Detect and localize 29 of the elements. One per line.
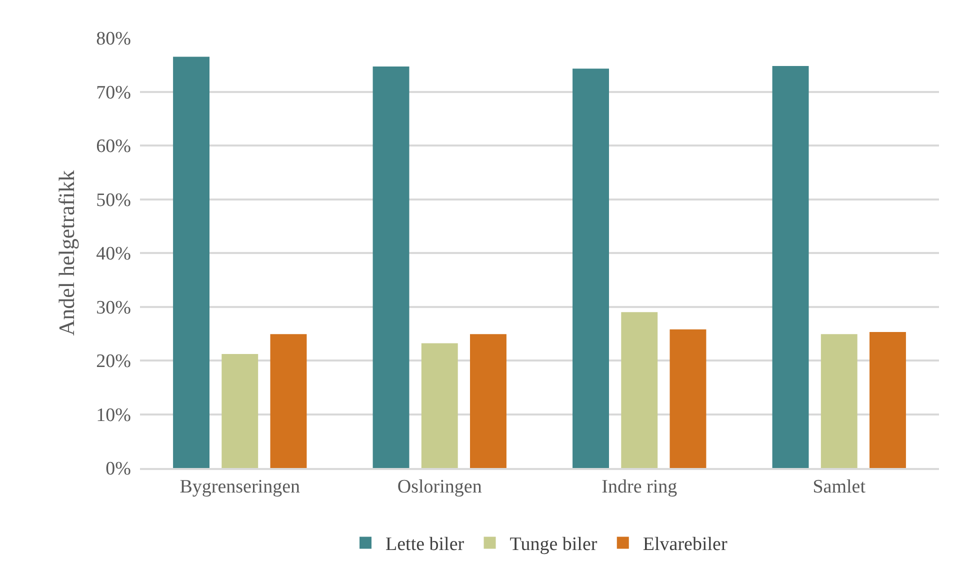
y-tick-label: 0% xyxy=(106,458,132,480)
bar xyxy=(820,334,858,468)
x-tick-label: Bygrenseringen xyxy=(180,476,301,498)
y-axis-title: Andel helgetrafikk xyxy=(54,170,79,336)
legend-label: Tunge biler xyxy=(510,534,598,556)
y-tick-label: 40% xyxy=(96,244,132,265)
bar xyxy=(222,354,258,468)
legend-label: Elvarebiler xyxy=(642,534,728,556)
bar xyxy=(772,66,809,468)
bar xyxy=(372,66,410,468)
bar xyxy=(270,334,307,468)
bar xyxy=(173,56,210,468)
bar xyxy=(421,343,458,468)
bar xyxy=(670,329,706,468)
bar xyxy=(621,312,658,468)
y-tick-label: 20% xyxy=(96,351,132,372)
x-tick-label: Indre ring xyxy=(602,476,678,498)
x-tick-label: Osloringen xyxy=(397,476,482,498)
y-tick-label: 80% xyxy=(96,28,132,50)
legend-label: Lette biler xyxy=(386,534,465,556)
y-tick-label: 10% xyxy=(96,404,132,426)
y-tick-label: 70% xyxy=(96,82,132,104)
x-tick-label: Samlet xyxy=(812,476,866,498)
bar xyxy=(870,332,906,468)
y-tick-label: 50% xyxy=(96,190,132,211)
y-tick-label: 30% xyxy=(96,297,132,318)
bar xyxy=(470,334,506,468)
bar xyxy=(572,68,609,468)
y-tick-label: 60% xyxy=(96,136,132,158)
